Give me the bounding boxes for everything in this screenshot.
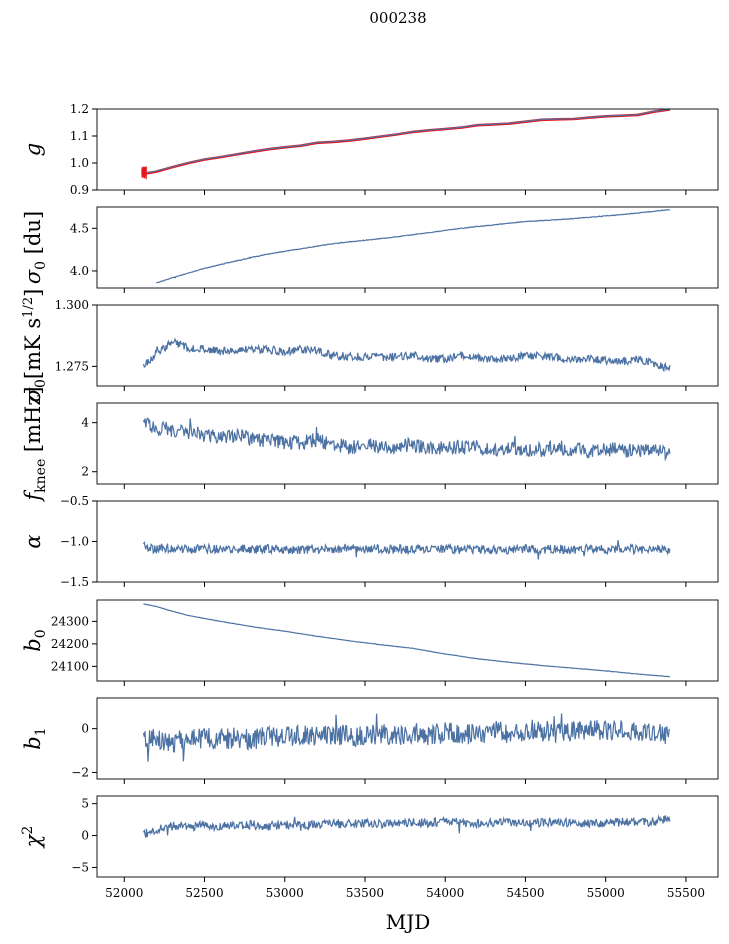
x-axis-label: MJD [386, 910, 431, 934]
x-tick-label: 52500 [185, 886, 223, 900]
axes-frame [96, 304, 719, 387]
figure-title: 000238 [369, 9, 426, 27]
y-tick-label: 1.1 [70, 129, 89, 143]
y-tick-label: 1.0 [70, 156, 89, 170]
series-group [142, 814, 671, 838]
x-tick-label: 53000 [266, 886, 304, 900]
axes-frame [96, 599, 719, 682]
axes-frame [96, 402, 719, 485]
y-axis-label: α [21, 534, 45, 548]
series-line-g-0 [143, 109, 671, 176]
series-group [143, 603, 671, 678]
series-line-fknee-0 [142, 417, 671, 462]
x-tick-label: 54000 [426, 886, 464, 900]
y-tick-label: −2 [71, 765, 89, 779]
y-axis-label: g [21, 143, 45, 156]
series-group [142, 337, 671, 373]
x-tick-label: 55500 [667, 886, 705, 900]
y-tick-label: 0.9 [70, 183, 89, 197]
series-line-b1-0 [142, 713, 671, 762]
y-tick-label: 0 [81, 829, 89, 843]
series-group [142, 540, 671, 560]
y-axis-label: fknee [mHz] [21, 386, 49, 502]
y-tick-label: 24200 [51, 637, 89, 651]
axes-frame [96, 206, 719, 289]
series-line-g-1 [143, 109, 670, 174]
y-axis-label: σ0[mK s1/2] [21, 289, 49, 403]
y-tick-label: −1.5 [60, 575, 89, 589]
x-tick-label: 53500 [346, 886, 384, 900]
series-line-chi2-0 [142, 814, 671, 838]
y-tick-label: 4.5 [70, 221, 89, 235]
panel-sigma0-du: 4.0 4.5 σ0 [du] [21, 206, 719, 293]
y-tick-label: 0 [81, 722, 89, 736]
axes-frame [96, 795, 719, 878]
axes-frame [96, 108, 719, 191]
panel-fknee: 2 4 fknee [mHz] [21, 386, 719, 503]
y-tick-label: −1.0 [60, 535, 89, 549]
series-line-sigma0-mk-0 [142, 337, 671, 373]
panel-b1: −2 0 b1 [21, 697, 719, 784]
y-tick-label: 24100 [51, 659, 89, 673]
axes-frame [96, 500, 719, 583]
y-tick-label: 4 [81, 416, 89, 430]
y-axis-label: σ0 [du] [21, 211, 49, 284]
y-axis-label: b0 [21, 629, 49, 651]
series-line-sigma0-du-0 [156, 208, 670, 284]
y-tick-label: −5 [71, 860, 89, 874]
y-tick-label: 4.0 [70, 264, 89, 278]
y-tick-label: 1.275 [55, 359, 89, 373]
series-line-b0-0 [143, 603, 671, 678]
series-group [142, 417, 671, 462]
panel-alpha: −1.5 −1.0 −0.5 α [21, 494, 719, 589]
y-tick-label: −0.5 [60, 494, 89, 508]
x-tick-label: 54500 [506, 886, 544, 900]
y-tick-label: 1.300 [55, 298, 89, 312]
axes-frame [96, 697, 719, 780]
series-group [156, 208, 670, 284]
y-axis-label: b1 [21, 727, 49, 749]
x-tick-label: 52000 [105, 886, 143, 900]
y-tick-label: 1.2 [70, 102, 89, 116]
panel-sigma0-mk: 1.275 1.300 σ0[mK s1/2] [21, 289, 719, 403]
y-axis-label: χ2 [20, 826, 45, 850]
series-group [141, 109, 671, 180]
panel-chi2: −5 0 5 52000 52500 53000 53500 54000 54500 55000 5… [20, 795, 719, 900]
y-tick-label: 24300 [51, 614, 89, 628]
series-group [142, 713, 671, 762]
x-tick-label: 55000 [587, 886, 625, 900]
y-tick-label: 5 [81, 797, 89, 811]
panel-g: 0.9 1.0 1.1 1.2 g [21, 102, 719, 197]
series-line-alpha-0 [142, 540, 671, 560]
y-tick-label: 2 [81, 465, 89, 479]
